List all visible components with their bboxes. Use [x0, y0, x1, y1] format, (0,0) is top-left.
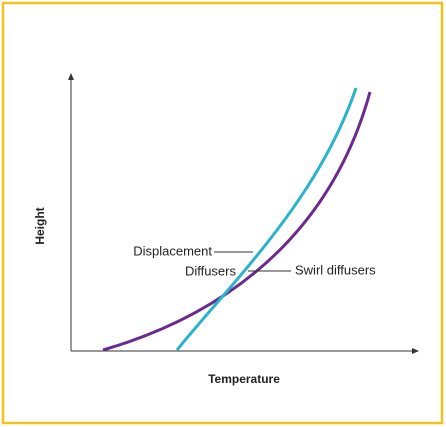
- curve-label: Swirl diffusers: [295, 262, 376, 277]
- displacement-curve: [102, 91, 372, 352]
- curve-label: Displacement: [133, 243, 212, 258]
- swirl-curve: [175, 87, 358, 351]
- x-axis-label: Temperature: [208, 372, 280, 386]
- curve-label: Diffusers: [185, 263, 237, 278]
- y-axis-label: Height: [33, 207, 47, 244]
